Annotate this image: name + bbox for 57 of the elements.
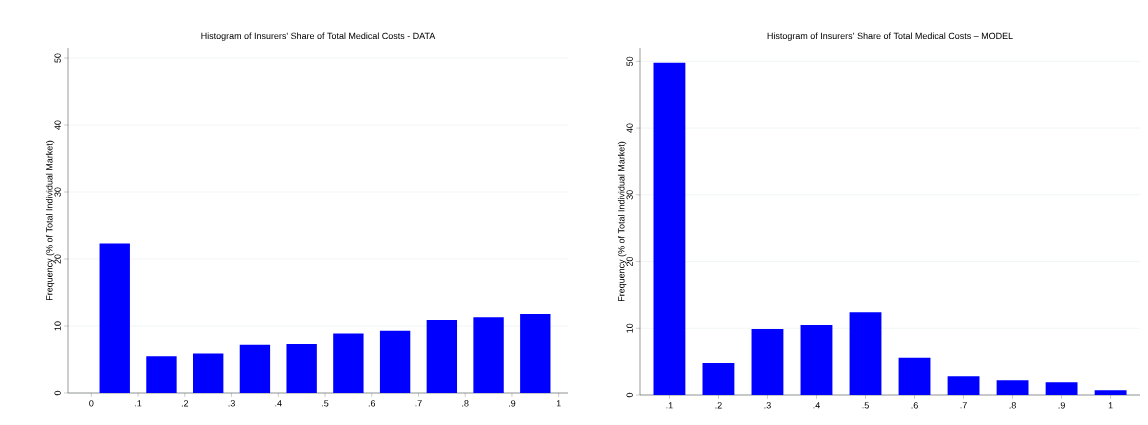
- y-axis-title: Frequency (% of Total Individual Market): [617, 141, 627, 301]
- bar: [239, 344, 271, 393]
- y-tick-label: 30: [626, 190, 633, 200]
- bar: [800, 324, 833, 395]
- x-tick-label: .6: [368, 400, 376, 407]
- x-tick-label: .7: [960, 402, 967, 409]
- bar: [947, 376, 980, 395]
- bar: [99, 243, 130, 393]
- bar: [898, 357, 931, 395]
- x-tick-label: .7: [415, 400, 422, 407]
- x-tick-label: .3: [764, 402, 771, 409]
- y-tick-label: 0: [54, 390, 61, 396]
- x-tick-label: .8: [462, 400, 469, 407]
- bar: [473, 317, 504, 393]
- x-tick-label: .1: [135, 400, 142, 407]
- bar: [702, 362, 735, 395]
- x-tick-label: .5: [862, 402, 869, 409]
- chart-title: Histogram of Insurers' Share of Total Medical Costs - DATA: [201, 32, 436, 41]
- x-tick-label: .5: [322, 400, 329, 407]
- bar: [1045, 382, 1078, 395]
- y-tick-label: 50: [54, 53, 61, 63]
- bar: [653, 62, 686, 395]
- x-tick-label: .8: [1009, 402, 1016, 409]
- y-axis-title: Frequency (% of Total Individual Market): [45, 140, 55, 300]
- x-tick-label: .3: [228, 400, 235, 407]
- y-tick-label: 40: [626, 123, 633, 133]
- bar: [849, 312, 882, 395]
- bar: [333, 333, 364, 393]
- bar: [996, 380, 1029, 395]
- bar: [193, 353, 224, 393]
- y-tick-label: 20: [626, 256, 633, 267]
- x-tick-label: 1: [1108, 402, 1113, 409]
- y-tick-label: 0: [626, 392, 633, 398]
- bar: [286, 344, 317, 393]
- bar: [751, 328, 784, 395]
- y-tick-label: 40: [54, 120, 61, 130]
- x-tick-label: .9: [509, 400, 516, 407]
- bar: [1094, 390, 1127, 395]
- x-tick-label: .2: [181, 400, 189, 407]
- y-tick-label: 20: [54, 254, 61, 264]
- x-tick-label: .9: [1058, 402, 1065, 409]
- x-tick-label: .1: [666, 402, 673, 409]
- y-tick-label: 50: [626, 56, 633, 66]
- x-tick-label: 1: [556, 400, 561, 407]
- bar: [146, 356, 177, 393]
- x-tick-label: .6: [911, 402, 918, 409]
- bar: [426, 319, 458, 393]
- bar: [379, 330, 411, 393]
- x-tick-label: 0: [89, 400, 94, 407]
- chart-title: Histogram of Insurers’ Share of Total Medical Costs – MODEL: [767, 32, 1013, 41]
- x-tick-label: .4: [813, 402, 820, 409]
- y-tick-label: 30: [54, 187, 61, 197]
- x-tick-label: .4: [275, 400, 282, 407]
- y-tick-label: 10: [626, 323, 633, 333]
- y-tick-label: 10: [54, 321, 61, 331]
- bar: [520, 313, 551, 393]
- x-tick-label: .2: [715, 402, 722, 409]
